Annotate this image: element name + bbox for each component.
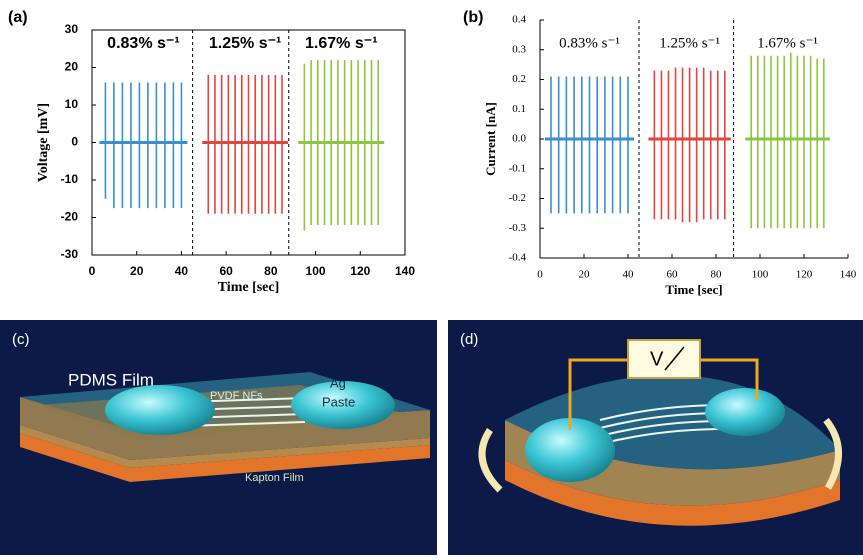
ag-paste-left [105, 385, 215, 435]
x-tick-label: 120 [350, 264, 370, 278]
panel-label: (a) [8, 9, 28, 26]
y-tick-label: 10 [65, 97, 79, 111]
meter-label: V [650, 348, 664, 370]
series-label: 0.83% s⁻¹ [559, 35, 620, 51]
panel-label: (d) [460, 331, 478, 348]
y-axis-label: Current [nA] [483, 102, 498, 176]
series-label: 1.67% s⁻¹ [305, 35, 377, 52]
y-tick-label: 0.0 [512, 133, 526, 145]
panel-label: (b) [463, 9, 483, 26]
y-tick-label: 0.1 [512, 103, 526, 115]
y-tick-label: -0.2 [509, 192, 526, 204]
x-tick-label: 20 [130, 264, 144, 278]
x-axis-label: Time [sec] [218, 280, 280, 295]
y-tick-label: 30 [65, 22, 79, 36]
series-label: 0.83% s⁻¹ [107, 35, 179, 52]
pdms-label: PDMS Film [68, 370, 154, 389]
x-tick-label: 40 [175, 264, 189, 278]
ag-label: Ag [330, 375, 346, 390]
ag-paste-right [705, 388, 785, 436]
y-tick-label: 0.4 [512, 14, 526, 26]
x-tick-label: 0 [89, 264, 96, 278]
paste-label: Paste [322, 394, 355, 409]
series-label: 1.25% s⁻¹ [659, 35, 720, 51]
x-tick-label: 60 [219, 264, 233, 278]
x-tick-label: 40 [623, 269, 635, 281]
y-tick-label: 0 [71, 135, 78, 149]
x-tick-label: 0 [537, 269, 543, 281]
y-tick-label: 0.3 [512, 43, 526, 55]
x-tick-label: 140 [395, 264, 415, 278]
kapton-label: Kapton Film [245, 472, 304, 484]
y-tick-label: -10 [61, 172, 79, 186]
x-tick-label: 140 [840, 269, 857, 281]
chart: -30 -20 -10 0 10 20 30 0 20 40 60 80 100 120 140 0.83% … [8, 9, 415, 295]
y-tick-label: -20 [61, 210, 79, 224]
y-tick-label: -0.3 [509, 222, 527, 234]
x-tick-label: 120 [796, 269, 813, 281]
y-tick-label: -0.4 [509, 252, 527, 264]
y-tick-label: -30 [61, 247, 79, 261]
y-axis-label: Voltage [mV] [36, 103, 51, 182]
y-tick-label: -0.1 [509, 162, 526, 174]
figure: (c) PDMS Film PVDF NFs Ag Paste Kapton F… [0, 0, 863, 555]
pvdf-label: PVDF NFs [210, 390, 263, 402]
x-tick-label: 80 [264, 264, 278, 278]
voltmeter [628, 340, 700, 378]
x-tick-label: 100 [752, 269, 769, 281]
y-tick-label: 0.2 [512, 73, 526, 85]
x-tick-label: 60 [667, 269, 679, 281]
panel-label: (c) [12, 331, 30, 348]
diagram-d: V (d) [448, 320, 863, 555]
chart: -0.4 -0.3 -0.2 -0.1 0.0 0.1 0.2 0.3 0.4 0 20 40 60 80… [463, 9, 857, 297]
diagram-c: (c) PDMS Film PVDF NFs Ag Paste Kapton F… [0, 320, 437, 555]
y-tick-label: 20 [65, 60, 79, 74]
x-tick-label: 100 [306, 264, 326, 278]
x-axis-label: Time [sec] [665, 282, 722, 297]
series-label: 1.67% s⁻¹ [757, 35, 818, 51]
x-tick-label: 80 [711, 269, 723, 281]
series-label: 1.25% s⁻¹ [209, 35, 281, 52]
x-tick-label: 20 [579, 269, 591, 281]
